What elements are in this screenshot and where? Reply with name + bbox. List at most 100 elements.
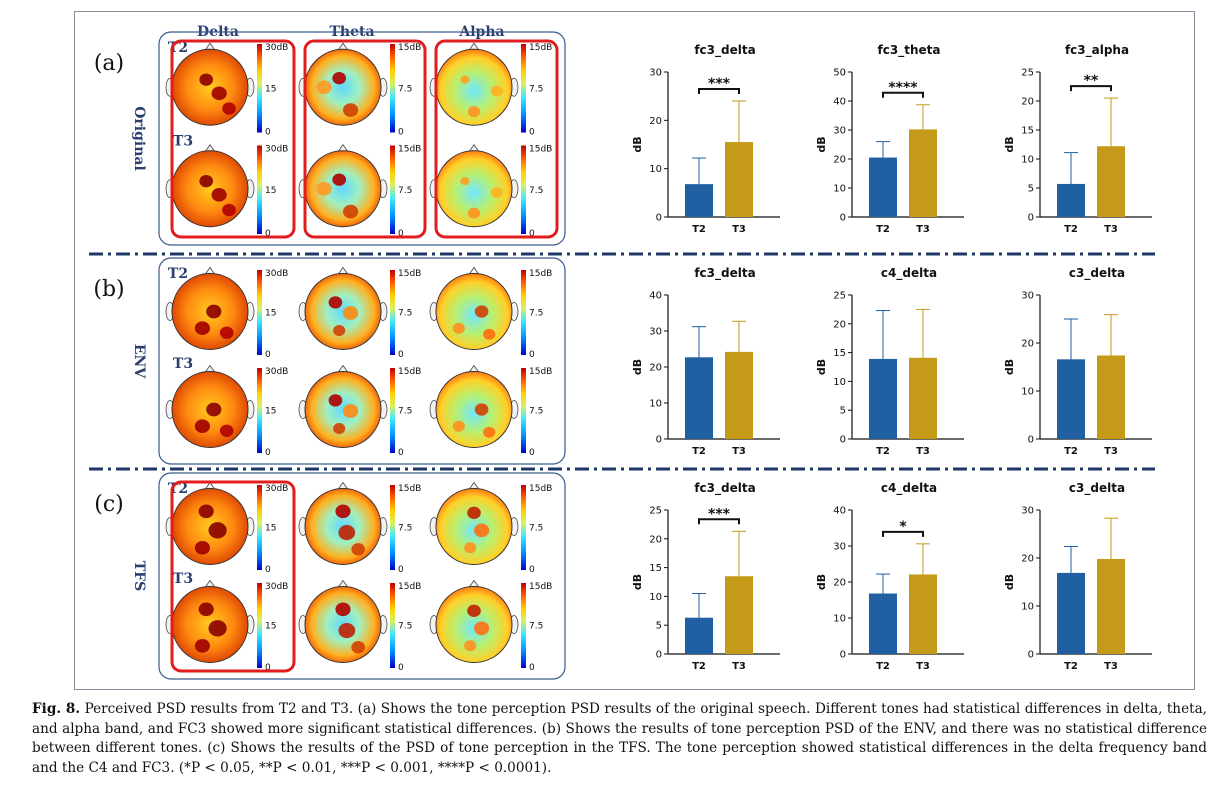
y-axis-label: dB bbox=[1003, 574, 1016, 590]
colorbar bbox=[257, 44, 262, 133]
activation-spot bbox=[332, 173, 347, 186]
colorbar-mid-label: 7.5 bbox=[529, 407, 543, 417]
activation-spot bbox=[464, 542, 477, 554]
x-tick-label: T2 bbox=[876, 224, 890, 235]
activation-spot bbox=[335, 602, 351, 617]
bar-t3 bbox=[1097, 558, 1125, 654]
tone-label-t2: T2 bbox=[168, 266, 188, 282]
colorbar-max-label: 30dB bbox=[265, 43, 288, 53]
colorbar-min-label: 0 bbox=[398, 565, 404, 575]
colorbar bbox=[521, 44, 526, 133]
activation-spot bbox=[467, 604, 481, 617]
x-tick-label: T3 bbox=[1104, 661, 1118, 672]
activation-spot bbox=[199, 174, 214, 188]
head-outline bbox=[435, 586, 513, 663]
x-tick-label: T2 bbox=[692, 224, 706, 235]
bar-t3 bbox=[1097, 146, 1125, 217]
y-tick-label: 30 bbox=[649, 327, 662, 338]
colorbar-mid-label: 15 bbox=[265, 407, 276, 417]
colorbar bbox=[521, 485, 526, 570]
bar-chart-5-c4_delta: c4_delta 0 5 10 15 20 25 dB T2 T3 bbox=[815, 266, 964, 457]
y-axis-label: dB bbox=[815, 359, 828, 375]
head-outline bbox=[304, 371, 382, 448]
bar-chart-4-fc3_delta: fc3_delta 0 10 20 30 40 dB T2 T3 bbox=[631, 266, 780, 457]
colorbar-max-label: 15dB bbox=[398, 145, 421, 155]
activation-spot bbox=[316, 80, 332, 95]
panel-label: (a) bbox=[94, 51, 124, 76]
activation-spot bbox=[460, 177, 470, 186]
x-tick-label: T2 bbox=[1064, 446, 1078, 457]
y-axis-label: dB bbox=[815, 574, 828, 590]
y-tick-label: 10 bbox=[833, 377, 846, 388]
colorbar-max-label: 15dB bbox=[398, 582, 421, 592]
colorbar-min-label: 0 bbox=[529, 448, 535, 458]
bar-t3 bbox=[725, 576, 753, 654]
colorbar-mid-label: 7.5 bbox=[398, 622, 412, 632]
scalp-map-alpha-t2: 15dB 7.5 0 bbox=[429, 42, 552, 138]
y-tick-label: 20 bbox=[649, 363, 662, 374]
colorbar-min-label: 0 bbox=[398, 350, 404, 360]
y-tick-label: 20 bbox=[833, 319, 846, 330]
highlight-box-delta bbox=[170, 480, 296, 673]
x-tick-label: T3 bbox=[1104, 224, 1118, 235]
y-axis-label: dB bbox=[631, 359, 644, 375]
y-tick-label: 30 bbox=[833, 126, 846, 137]
bar-t2 bbox=[869, 593, 897, 654]
activation-spot bbox=[343, 204, 359, 219]
caption-text: Perceived PSD results from T2 and T3. (a… bbox=[32, 701, 1207, 776]
y-tick-label: 10 bbox=[649, 399, 662, 410]
scalp-map-alpha-t3: 15dB 7.5 0 bbox=[429, 579, 552, 673]
colorbar-min-label: 0 bbox=[398, 663, 404, 673]
y-tick-label: 30 bbox=[833, 542, 846, 553]
colorbar-max-label: 15dB bbox=[529, 367, 552, 377]
y-tick-label: 20 bbox=[1021, 339, 1034, 350]
colorbar-mid-label: 7.5 bbox=[529, 524, 543, 534]
y-tick-label: 15 bbox=[1021, 126, 1034, 137]
activation-spot bbox=[474, 403, 489, 416]
colorbar-mid-label: 7.5 bbox=[398, 186, 412, 196]
activation-spot bbox=[211, 187, 227, 202]
bar-chart-7-fc3_delta: fc3_delta 0 5 10 15 20 25 dB T2 T3 *** bbox=[631, 481, 780, 672]
colorbar bbox=[390, 145, 395, 234]
y-tick-label: 20 bbox=[649, 534, 662, 545]
colorbar-max-label: 30dB bbox=[265, 269, 288, 279]
colorbar-min-label: 0 bbox=[529, 565, 535, 575]
activation-spot bbox=[474, 305, 489, 318]
scalp-map-theta-t2: 15dB 7.5 0 bbox=[298, 481, 421, 575]
chart-title: fc3_delta bbox=[694, 43, 755, 58]
bar-t3 bbox=[909, 574, 937, 654]
activation-spot bbox=[222, 203, 236, 217]
colorbar-mid-label: 15 bbox=[265, 84, 276, 94]
activation-spot bbox=[343, 404, 359, 418]
activation-spot bbox=[328, 394, 343, 407]
topomap-panel-frame bbox=[158, 31, 566, 246]
activation-spot bbox=[483, 426, 496, 438]
chart-title: c4_delta bbox=[881, 481, 937, 496]
head-outline bbox=[171, 48, 249, 126]
scalp-map-theta-t3: 15dB 7.5 0 bbox=[298, 579, 421, 673]
colorbar-max-label: 15dB bbox=[529, 43, 552, 53]
chart-title: fc3_theta bbox=[878, 43, 941, 58]
scalp-map-theta-t2: 15dB 7.5 0 bbox=[298, 42, 421, 138]
colorbar-max-label: 15dB bbox=[529, 269, 552, 279]
x-tick-label: T3 bbox=[916, 224, 930, 235]
colorbar-mid-label: 7.5 bbox=[398, 524, 412, 534]
tone-label-t3: T3 bbox=[173, 356, 193, 372]
bar-t2 bbox=[1057, 183, 1085, 217]
scalp-map-alpha-t2: 15dB 7.5 0 bbox=[429, 481, 552, 575]
colorbar bbox=[257, 368, 262, 453]
colorbar-max-label: 15dB bbox=[398, 484, 421, 494]
colorbar-min-label: 0 bbox=[529, 350, 535, 360]
y-tick-label: 10 bbox=[1021, 602, 1034, 613]
head-outline bbox=[435, 273, 513, 350]
highlight-box-alpha bbox=[434, 39, 559, 239]
significance-stars: *** bbox=[708, 506, 731, 522]
activation-spot bbox=[206, 304, 222, 319]
colorbar-min-label: 0 bbox=[265, 565, 271, 575]
significance-stars: **** bbox=[888, 80, 918, 96]
activation-spot bbox=[222, 102, 236, 115]
activation-spot bbox=[194, 540, 210, 555]
chart-title: c4_delta bbox=[881, 266, 937, 281]
colorbar bbox=[521, 368, 526, 453]
